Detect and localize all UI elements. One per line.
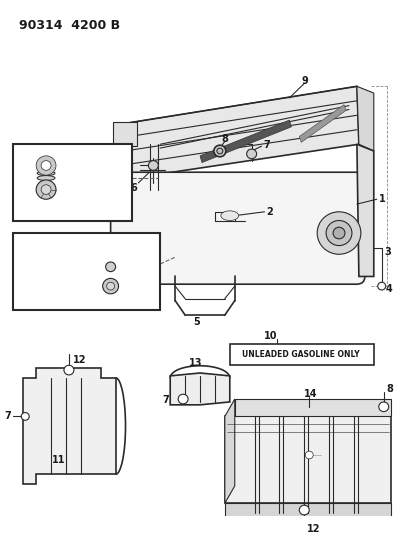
FancyBboxPatch shape [111,172,365,284]
Bar [13,144,132,221]
Text: 8: 8 [387,384,394,394]
Circle shape [214,145,226,157]
Text: 9: 9 [301,77,308,86]
Text: 17: 17 [126,249,139,259]
Polygon shape [225,416,391,503]
Circle shape [106,262,116,272]
Text: 12: 12 [73,356,86,366]
Circle shape [217,148,223,154]
Text: 19: 19 [29,257,43,267]
Ellipse shape [37,175,55,181]
Polygon shape [116,260,130,272]
Text: 2: 2 [266,207,273,217]
Polygon shape [225,399,235,503]
Polygon shape [200,120,291,163]
Text: 4: 4 [386,284,392,294]
Polygon shape [357,86,374,151]
Polygon shape [357,144,374,277]
Text: 13: 13 [189,358,203,368]
Circle shape [379,402,389,411]
Ellipse shape [37,166,55,171]
Ellipse shape [37,171,55,175]
Text: 16: 16 [79,184,92,195]
Polygon shape [235,399,391,416]
Text: 3: 3 [385,247,392,257]
Text: 11: 11 [52,455,66,465]
Circle shape [41,160,51,171]
Ellipse shape [37,161,55,166]
Polygon shape [23,368,116,484]
Circle shape [178,394,188,404]
Text: 6: 6 [130,183,137,192]
Polygon shape [116,86,359,180]
Circle shape [64,365,74,375]
Circle shape [107,282,114,290]
Bar [113,122,138,146]
Circle shape [21,413,29,421]
Circle shape [378,282,386,290]
Text: 18: 18 [126,286,139,296]
Text: 8: 8 [222,134,229,144]
Circle shape [36,180,56,199]
Text: 1: 1 [379,194,386,204]
Text: 90314  4200 B: 90314 4200 B [19,19,120,32]
Circle shape [247,149,257,159]
Polygon shape [299,104,346,142]
Text: 12: 12 [307,524,321,533]
Text: 14: 14 [304,389,318,399]
Circle shape [317,212,361,254]
Text: UNLEADED GASOLINE ONLY: UNLEADED GASOLINE ONLY [242,350,360,359]
Circle shape [41,185,51,195]
Text: 7: 7 [4,411,11,422]
Bar [230,344,374,365]
Polygon shape [170,373,230,405]
Polygon shape [225,503,391,518]
Circle shape [305,451,313,459]
Text: 15: 15 [79,163,92,172]
Circle shape [103,278,118,294]
Bar [13,233,160,310]
Circle shape [299,505,309,515]
Text: 7: 7 [162,395,169,405]
Circle shape [326,221,352,246]
Text: 10: 10 [264,332,277,341]
Text: 5: 5 [193,317,200,327]
Text: 7: 7 [264,140,270,150]
Circle shape [36,156,56,175]
Circle shape [333,227,345,239]
Ellipse shape [221,211,239,221]
Circle shape [148,160,158,171]
